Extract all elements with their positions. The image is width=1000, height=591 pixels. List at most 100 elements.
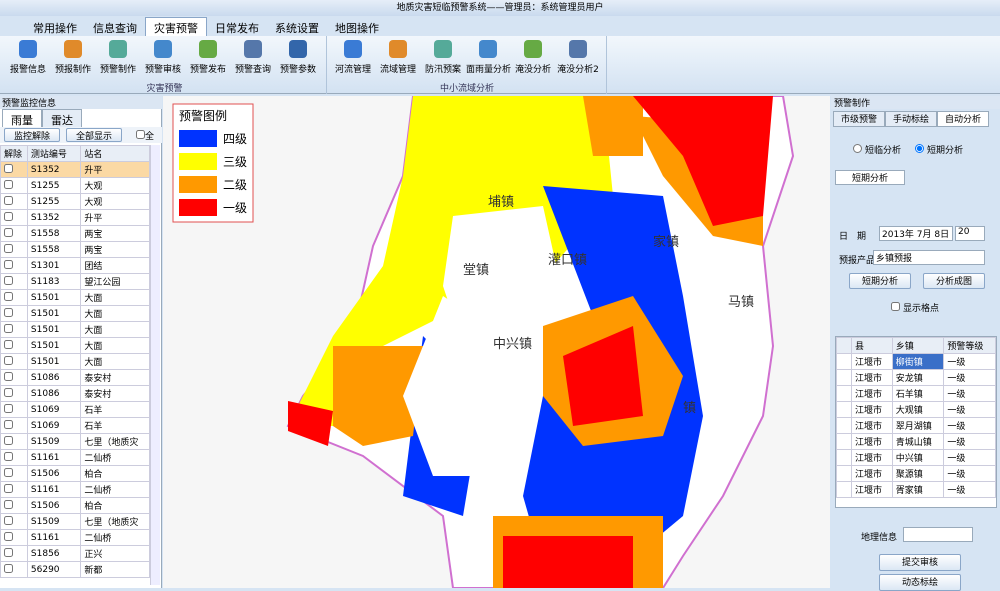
row[interactable]: S1856 正兴	[0, 545, 150, 562]
ribbon-button[interactable]: 面雨量分析	[466, 38, 511, 80]
scrollbar[interactable]	[150, 145, 160, 585]
checkbox[interactable]	[4, 515, 13, 525]
row[interactable]: S1255 大观	[0, 193, 150, 210]
row[interactable]: S1352 升平	[0, 161, 150, 178]
row[interactable]: S1255 大观	[0, 177, 150, 194]
checkbox[interactable]	[4, 387, 13, 397]
radio-button[interactable]	[915, 144, 924, 153]
ribbon-button[interactable]: 流域管理	[376, 38, 420, 80]
row[interactable]: 56290 新都	[0, 561, 150, 578]
checkbox[interactable]	[4, 435, 13, 445]
row[interactable]: 江堰市 石羊镇 一级	[836, 385, 996, 402]
button[interactable]: 全部显示	[66, 128, 122, 142]
checkbox[interactable]	[4, 163, 13, 173]
row[interactable]: S1161 二仙桥	[0, 449, 150, 466]
button[interactable]: 监控解除	[4, 128, 60, 142]
row[interactable]: S1501 大面	[0, 305, 150, 322]
row[interactable]: S1086 泰安村	[0, 385, 150, 402]
button[interactable]: 提交审核	[879, 554, 961, 571]
ribbon-button[interactable]: 预警查询	[231, 38, 275, 80]
tab[interactable]: 雷达	[42, 109, 82, 131]
row[interactable]: S1558 两宝	[0, 225, 150, 242]
checkbox[interactable]	[4, 195, 13, 205]
row[interactable]: 江堰市 胥家镇 一级	[836, 481, 996, 498]
row[interactable]: S1161 二仙桥	[0, 529, 150, 546]
checkbox[interactable]	[4, 371, 13, 381]
checkbox[interactable]	[4, 419, 13, 429]
radio[interactable]: 短期分析	[915, 143, 963, 156]
checkbox[interactable]	[4, 499, 13, 509]
checkbox[interactable]	[136, 130, 145, 139]
row[interactable]: S1558 两宝	[0, 241, 150, 258]
row[interactable]: 江堰市 安龙镇 一级	[836, 369, 996, 386]
row[interactable]: S1501 大面	[0, 289, 150, 306]
checkbox[interactable]	[4, 403, 13, 413]
checkbox[interactable]	[4, 179, 13, 189]
row[interactable]: S1069 石羊	[0, 417, 150, 434]
row[interactable]: S1506 柏合	[0, 465, 150, 482]
ribbon-button[interactable]: 预警发布	[186, 38, 230, 80]
checkbox[interactable]	[4, 355, 13, 365]
checkbox[interactable]	[4, 275, 13, 285]
checkbox[interactable]	[4, 483, 13, 493]
checkbox[interactable]	[4, 531, 13, 541]
ribbon-button[interactable]: 防汛预案	[421, 38, 465, 80]
menu-tab[interactable]: 系统设置	[275, 22, 319, 35]
row[interactable]: S1501 大面	[0, 337, 150, 354]
row[interactable]: 江堰市 聚源镇 一级	[836, 465, 996, 482]
checkbox[interactable]	[4, 323, 13, 333]
ribbon-button[interactable]: 预警审核	[141, 38, 185, 80]
row[interactable]: S1501 大面	[0, 321, 150, 338]
radio[interactable]: 短临分析	[853, 143, 901, 156]
checkbox-input[interactable]	[891, 302, 900, 311]
row[interactable]: S1501 大面	[0, 353, 150, 370]
ribbon-button[interactable]: 预警制作	[96, 38, 140, 80]
subtab[interactable]: 短期分析	[835, 170, 905, 185]
date-picker[interactable]: 2013年 7月 8日	[879, 226, 953, 241]
row[interactable]: 江堰市 青城山镇 一级	[836, 433, 996, 450]
ribbon-button[interactable]: 河流管理	[331, 38, 375, 80]
button[interactable]: 短期分析	[849, 273, 911, 289]
checkbox[interactable]	[4, 307, 13, 317]
button[interactable]: 动态标绘	[879, 574, 961, 591]
row[interactable]: S1161 二仙桥	[0, 481, 150, 498]
checkbox[interactable]	[4, 563, 13, 573]
menu-tab[interactable]: 信息查询	[93, 22, 137, 35]
row[interactable]: S1069 石羊	[0, 401, 150, 418]
hour-select[interactable]: 20	[955, 226, 985, 241]
ribbon-button[interactable]: 淹没分析2	[556, 38, 600, 80]
checkbox[interactable]	[4, 451, 13, 461]
checkbox[interactable]	[4, 227, 13, 237]
row[interactable]: 江堰市 中兴镇 一级	[836, 449, 996, 466]
checkbox[interactable]	[4, 259, 13, 269]
row[interactable]: S1086 泰安村	[0, 369, 150, 386]
checkbox[interactable]	[4, 291, 13, 301]
checkbox[interactable]	[4, 547, 13, 557]
tab[interactable]: 市级预警	[833, 111, 885, 127]
row[interactable]: S1506 柏合	[0, 497, 150, 514]
row[interactable]: 江堰市 翠月湖镇 一级	[836, 417, 996, 434]
radio-button[interactable]	[853, 144, 862, 153]
ribbon-button[interactable]: 预警参数	[276, 38, 320, 80]
checkbox[interactable]	[4, 339, 13, 349]
product-select[interactable]: 乡镇预报	[873, 250, 985, 265]
checkbox[interactable]	[4, 211, 13, 221]
menu-tab[interactable]: 日常发布	[215, 22, 259, 35]
ribbon-button[interactable]: 预报制作	[51, 38, 95, 80]
menu-tab[interactable]: 灾害预警	[145, 17, 207, 38]
checkbox[interactable]	[4, 467, 13, 477]
menu-tab[interactable]: 常用操作	[33, 22, 77, 35]
checkbox[interactable]: 显示格点	[891, 301, 939, 314]
button[interactable]: 分析成图	[923, 273, 985, 289]
row[interactable]: S1509 七里（地质灾	[0, 433, 150, 450]
row[interactable]: 江堰市 大观镇 一级	[836, 401, 996, 418]
ribbon-button[interactable]: 报警信息	[6, 38, 50, 80]
select-all[interactable]: 全	[136, 129, 154, 142]
tab[interactable]: 自动分析	[937, 111, 989, 127]
row[interactable]: S1509 七里（地质灾	[0, 513, 150, 530]
tab[interactable]: 手动标绘	[885, 111, 937, 127]
row[interactable]: S1352 升平	[0, 209, 150, 226]
menu-tab[interactable]: 地图操作	[335, 22, 379, 35]
row[interactable]: 江堰市 柳街镇 一级	[836, 353, 996, 370]
checkbox[interactable]	[4, 243, 13, 253]
